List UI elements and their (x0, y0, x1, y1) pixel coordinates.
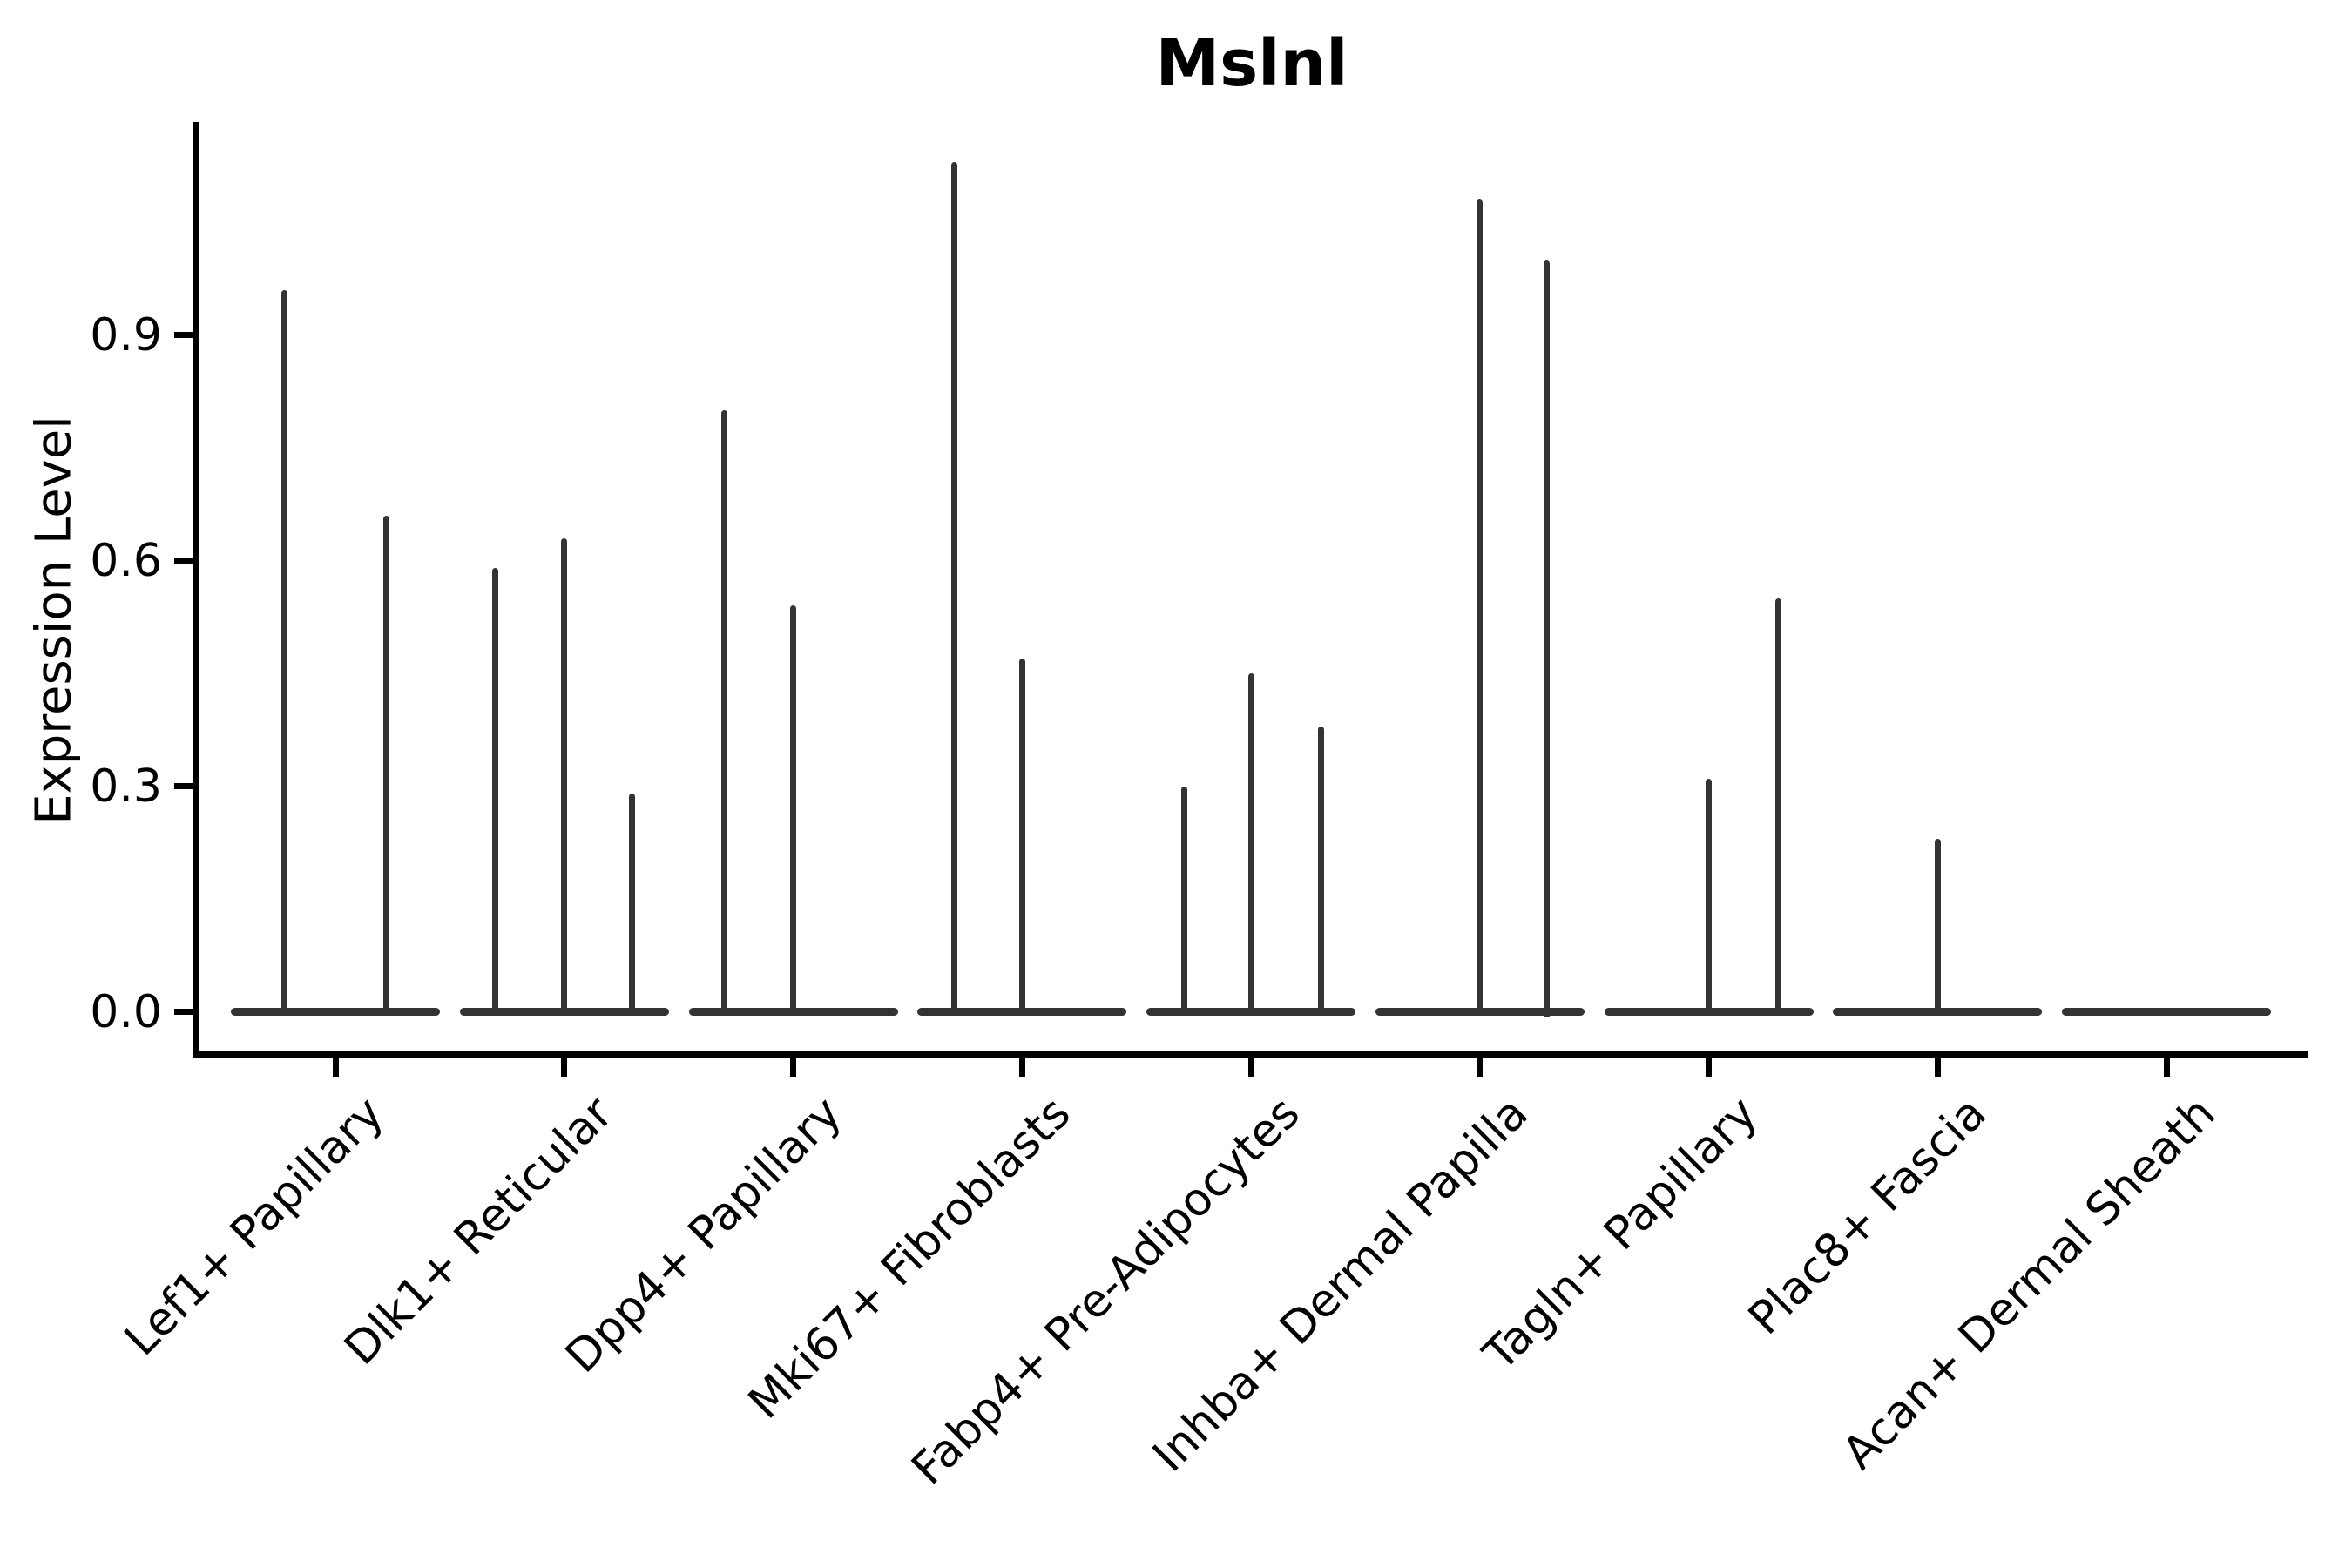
violin-spike (382, 515, 389, 1017)
violin-baseline (2062, 1008, 2271, 1016)
y-tick-mark (174, 332, 193, 339)
x-tick-label: Fabp4+ Pre-Adipocytes (902, 1087, 1310, 1496)
y-tick-mark (174, 783, 193, 790)
violin-spike (1317, 726, 1324, 1017)
y-tick-label: 0.3 (90, 760, 162, 813)
x-tick-mark (2163, 1054, 2170, 1077)
x-tick-mark (1934, 1054, 1941, 1077)
violin-spike (1706, 778, 1712, 1017)
violin-spike (1247, 673, 1254, 1017)
x-tick-mark (1477, 1054, 1484, 1077)
x-tick-mark (790, 1054, 796, 1077)
x-tick-mark (332, 1054, 339, 1077)
x-tick-mark (561, 1054, 568, 1077)
y-tick-label: 0.6 (90, 534, 162, 587)
x-tick-label: Inhba+ Dermal Papilla (1143, 1087, 1539, 1483)
chart-title: Mslnl (1155, 26, 1348, 101)
y-tick-label: 0.0 (90, 985, 162, 1038)
violin-spike (1018, 658, 1025, 1017)
violin-spike (1934, 839, 1941, 1017)
violin-baseline (231, 1008, 440, 1016)
y-axis-spine (193, 122, 199, 1058)
violin-spike (950, 162, 957, 1017)
x-tick-label: Acan+ Dermal Sheath (1832, 1087, 2226, 1480)
x-tick-mark (1018, 1054, 1025, 1077)
x-tick-mark (1247, 1054, 1254, 1077)
violin-spike (629, 794, 636, 1017)
violin-spike (561, 537, 568, 1017)
violin-spike (1544, 260, 1551, 1017)
violin-spike (1775, 598, 1781, 1017)
x-tick-mark (1706, 1054, 1712, 1077)
violin-spike (280, 290, 287, 1017)
violin-spike (790, 605, 796, 1017)
violin-spike (721, 410, 727, 1017)
violin-spike (492, 568, 499, 1017)
y-tick-mark (174, 1009, 193, 1015)
y-tick-mark (174, 558, 193, 564)
y-tick-label: 0.9 (90, 308, 162, 362)
violin-spike (1180, 786, 1187, 1017)
x-tick-label: Plac8+ Fascia (1738, 1087, 1997, 1345)
violin-spike (1477, 199, 1484, 1017)
